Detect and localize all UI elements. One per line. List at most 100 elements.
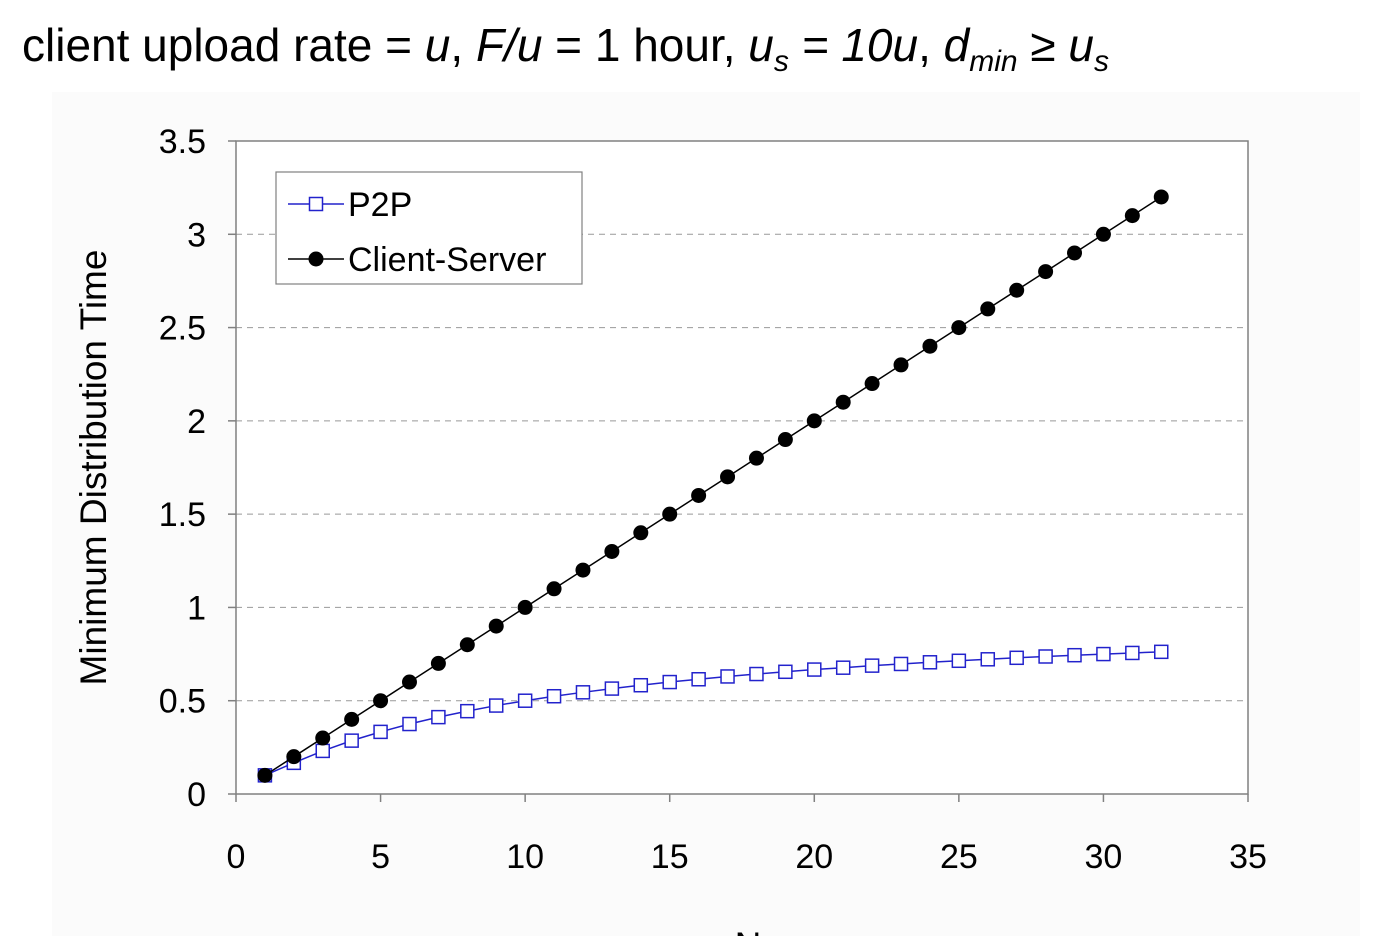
title-segment: s	[1093, 45, 1109, 78]
title-segment: ,	[918, 19, 944, 71]
title-segment: = 10u	[788, 19, 919, 71]
data-point	[401, 674, 417, 690]
y-tick-label: 0.5	[159, 683, 206, 721]
title-segment: u	[748, 19, 774, 71]
title-segment: = 1 hour,	[542, 19, 749, 71]
x-tick-label: 20	[795, 838, 833, 876]
data-point	[373, 724, 388, 740]
data-point	[835, 394, 851, 410]
data-point	[431, 709, 446, 725]
title-segment: F/u	[475, 19, 543, 71]
x-tick-label: 10	[506, 838, 544, 876]
data-point	[1154, 644, 1169, 660]
data-point	[864, 376, 880, 392]
y-tick-label: 1.5	[159, 496, 206, 534]
title-segment: u	[424, 19, 451, 71]
data-point	[488, 618, 504, 634]
data-point	[1038, 264, 1054, 280]
title-segment: ,	[450, 19, 476, 71]
data-point	[1095, 226, 1111, 242]
legend-label: Client-Server	[348, 241, 546, 279]
data-point	[286, 749, 302, 765]
y-tick-label: 0	[187, 776, 206, 814]
data-point	[835, 660, 851, 675]
title-segment: s	[773, 45, 789, 78]
x-tick-label: 30	[1085, 838, 1123, 876]
data-point	[662, 674, 677, 690]
data-point	[315, 730, 331, 746]
data-point	[604, 543, 620, 559]
data-point	[749, 666, 764, 682]
data-point	[864, 658, 880, 673]
data-point	[806, 413, 822, 429]
data-point	[546, 688, 562, 704]
data-point	[517, 693, 533, 708]
data-point	[1067, 647, 1082, 663]
data-point	[1124, 208, 1140, 224]
legend-box	[275, 171, 583, 285]
data-point	[980, 652, 996, 667]
data-point	[373, 693, 389, 709]
x-tick-label: 5	[371, 838, 390, 876]
legend-marker	[308, 251, 324, 267]
data-point	[691, 672, 706, 687]
data-point	[460, 703, 475, 719]
data-point	[575, 685, 591, 700]
data-point	[430, 655, 446, 671]
data-point	[1009, 282, 1025, 298]
data-point	[691, 487, 707, 503]
y-tick-label: 3	[187, 216, 206, 254]
data-point	[1009, 650, 1024, 666]
data-point	[257, 767, 273, 783]
plot-frame	[235, 140, 1249, 795]
y-axis-label: Minimum Distribution Time	[73, 250, 114, 686]
data-point	[893, 656, 909, 672]
data-point	[402, 716, 417, 732]
y-tick-label: 2	[187, 403, 206, 441]
data-point	[1038, 649, 1053, 664]
data-point	[807, 662, 822, 677]
data-point	[951, 653, 967, 669]
title-segment: d	[943, 19, 970, 71]
data-point	[344, 733, 359, 748]
y-tick-label: 2.5	[159, 310, 206, 348]
data-point	[778, 664, 793, 680]
data-point	[633, 677, 649, 693]
y-tick-label: 1	[187, 589, 206, 627]
data-point	[344, 711, 360, 727]
title-segment: min	[969, 45, 1018, 78]
data-point	[980, 301, 996, 317]
title-segment: u	[1068, 19, 1094, 71]
data-point	[720, 469, 736, 485]
data-point	[662, 506, 678, 522]
data-point	[893, 357, 909, 373]
data-point	[633, 525, 649, 541]
data-point	[748, 450, 764, 466]
data-point	[488, 698, 504, 713]
data-point	[922, 655, 938, 670]
data-point	[459, 637, 475, 653]
data-point	[604, 681, 620, 696]
x-tick-label: 15	[651, 838, 689, 876]
x-tick-label: 35	[1229, 838, 1267, 876]
data-point	[720, 669, 735, 684]
title-segment: ≥	[1017, 19, 1069, 71]
title-segment: client upload rate =	[22, 19, 425, 71]
data-point	[1125, 645, 1140, 661]
data-point	[951, 320, 967, 336]
data-point	[517, 599, 533, 615]
data-point	[1067, 245, 1083, 261]
data-point	[546, 581, 562, 597]
chart-title: client upload rate = u, F/u = 1 hour, us…	[22, 10, 1362, 80]
data-point	[922, 338, 938, 354]
data-point	[315, 743, 330, 759]
data-point	[1096, 646, 1111, 662]
data-point	[575, 562, 591, 578]
legend-marker	[308, 196, 324, 212]
legend-label: P2P	[348, 186, 412, 224]
x-tick-label: 0	[227, 838, 246, 876]
y-tick-label: 3.5	[159, 123, 206, 161]
x-axis-label: N	[735, 925, 762, 936]
